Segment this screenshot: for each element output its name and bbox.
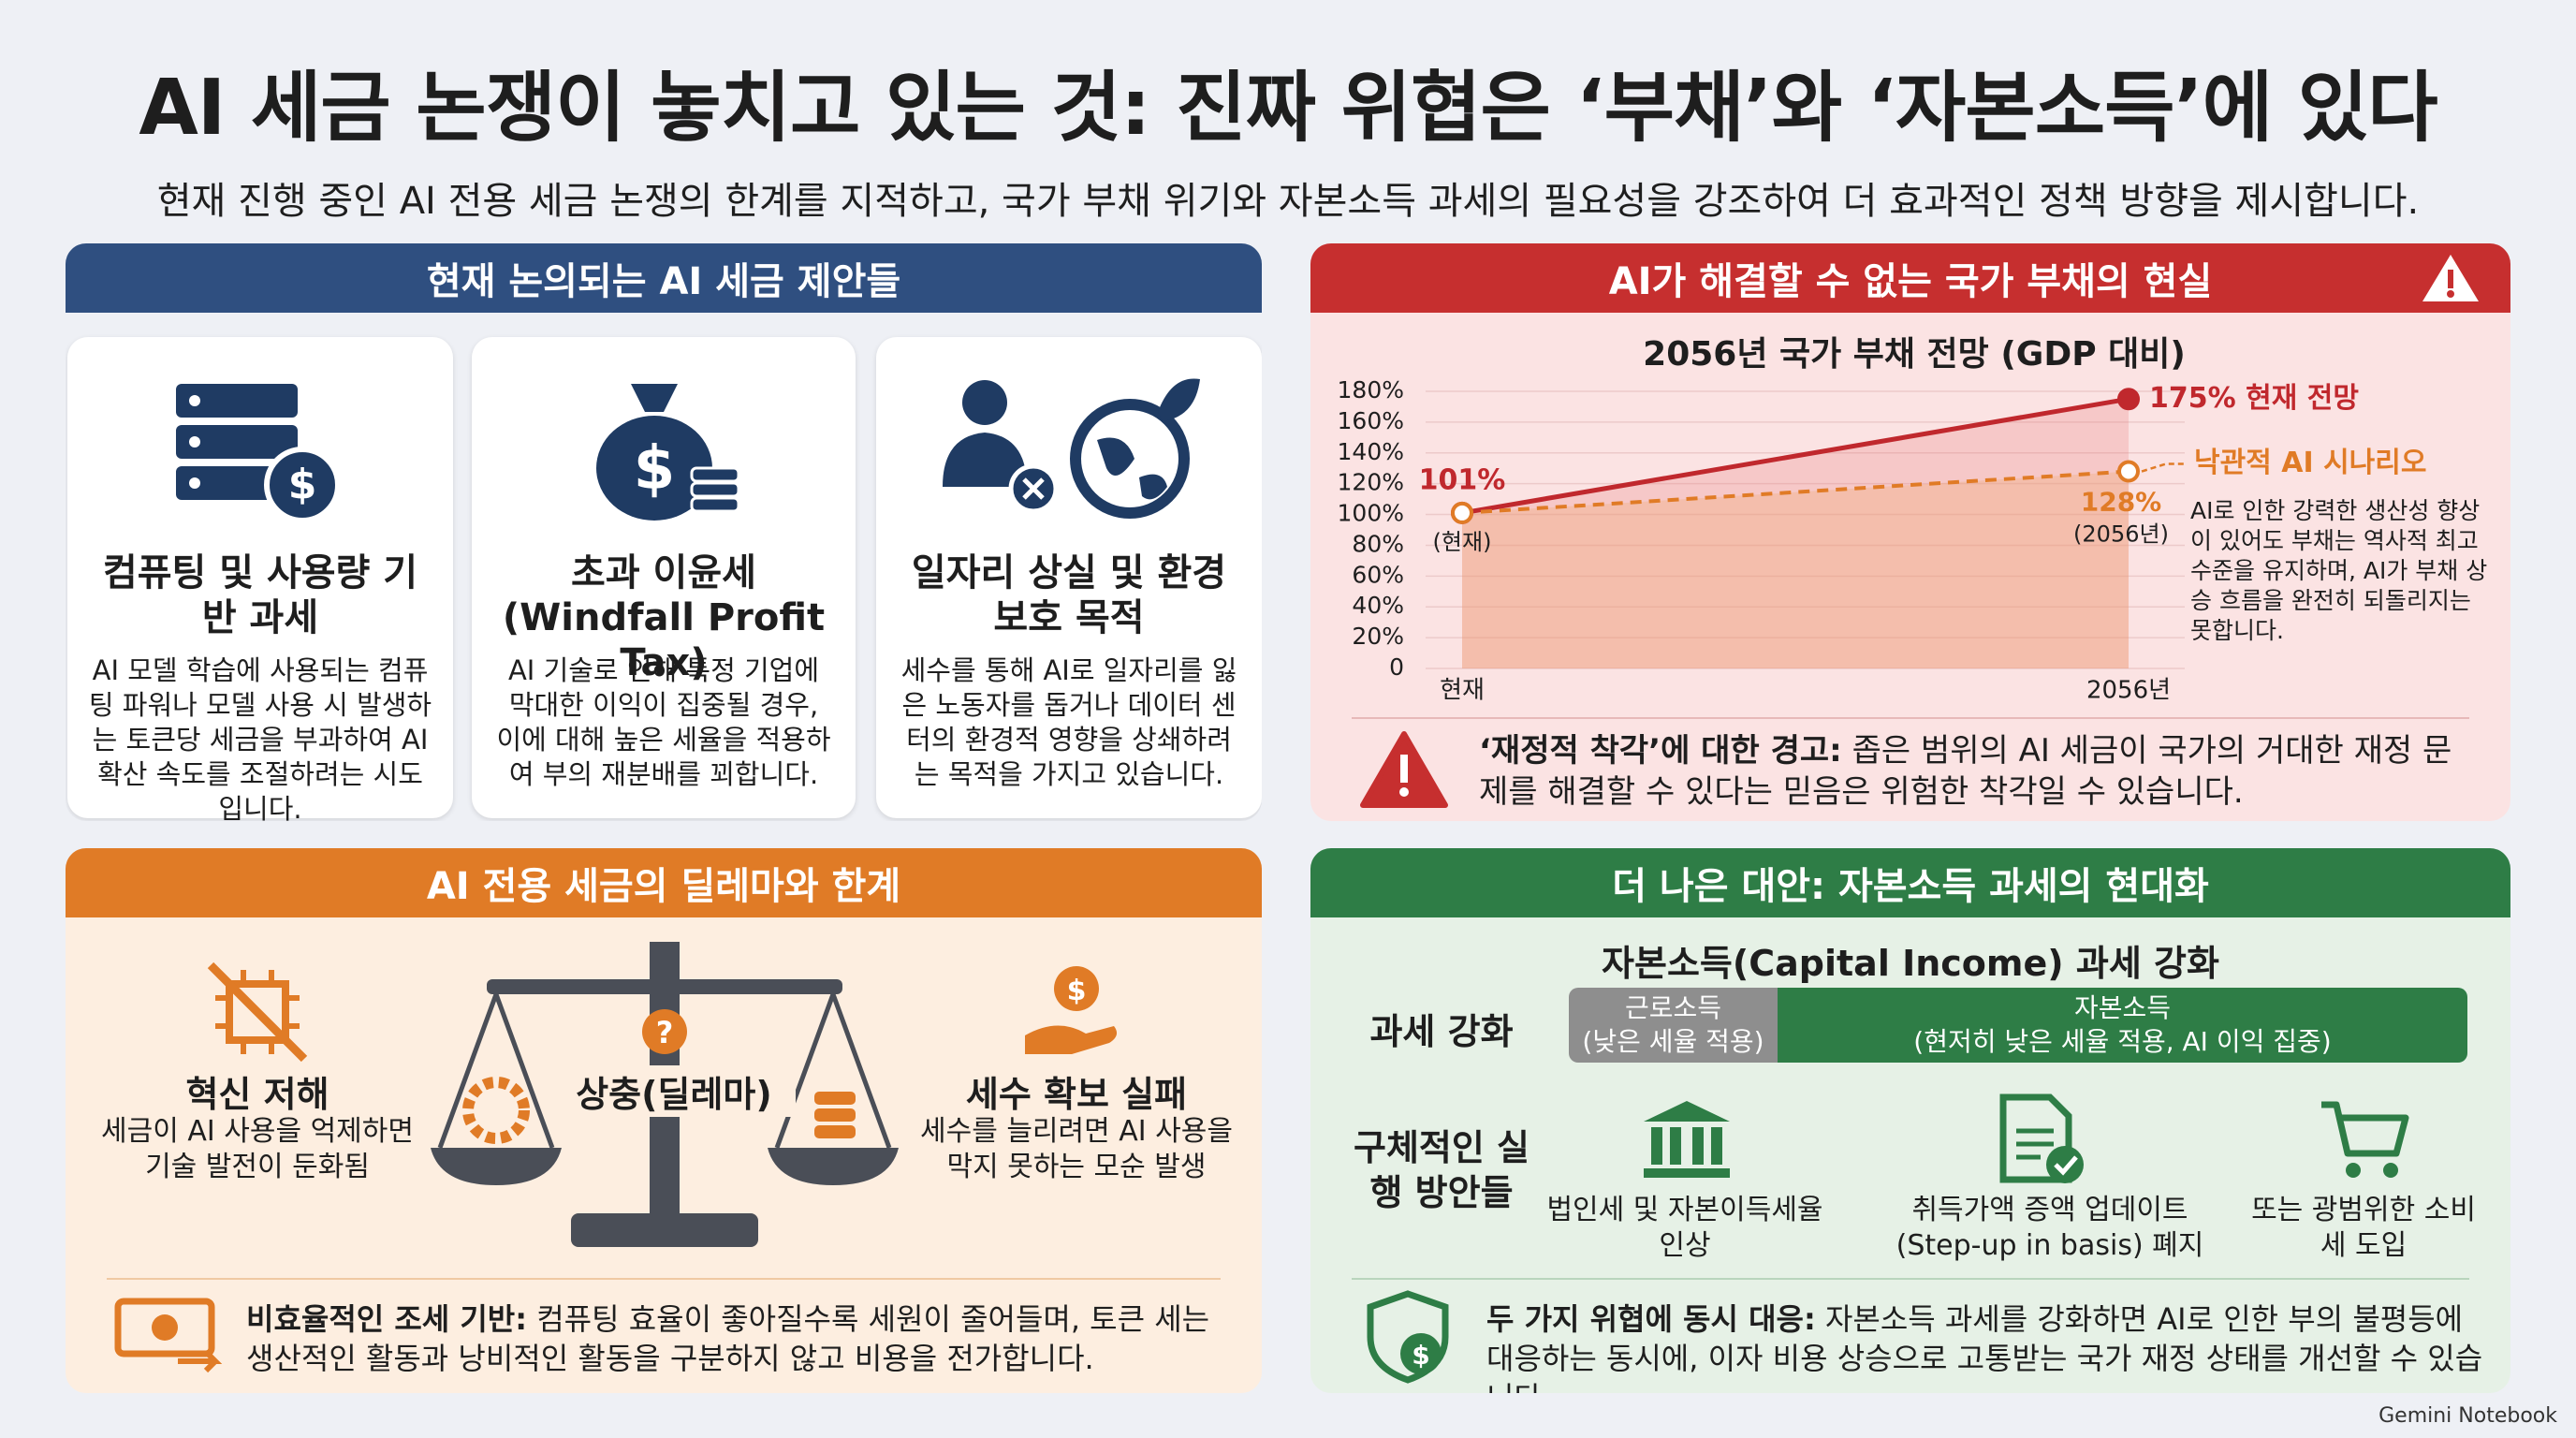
proposals-panel: 현재 논의되는 AI 세금 제안들 $ 컴퓨팅 및 사용량 기반 과세 AI 모… bbox=[66, 243, 1262, 821]
measure: 법인세 및 자본이득세율 인상 bbox=[1546, 1194, 1823, 1262]
shield-icon: $ bbox=[1367, 1290, 1449, 1384]
cart-icon bbox=[2321, 1101, 2409, 1178]
value-label: 128% bbox=[2081, 487, 2162, 518]
money-hand-icon: $ bbox=[1025, 966, 1118, 1054]
annotation: (현재) bbox=[1433, 529, 1492, 555]
leader-line bbox=[2141, 462, 2187, 473]
bank-icon bbox=[1644, 1101, 1730, 1178]
debt-chart: 2056년 국가 부채 전망 (GDP 대비) 0 20% 40% 60% 80% 100%… bbox=[1338, 335, 2427, 705]
svg-text:$: $ bbox=[1412, 1340, 1429, 1371]
cash-icon bbox=[114, 1298, 223, 1373]
annotation: (2056년) bbox=[2073, 521, 2169, 548]
divider bbox=[107, 1278, 1221, 1280]
note-text: 컴퓨팅 효율이 좋아질수록 세원이 줄어들며, 토큰 세는 생산적인 활동과 낭… bbox=[246, 1301, 1210, 1376]
measure: 또는 광범위한 소비세 도입 bbox=[2251, 1194, 2476, 1262]
bar-title: 자본소득 bbox=[2073, 992, 2172, 1023]
chart-title: 2056년 국가 부채 전망 (GDP 대비) bbox=[1643, 335, 2186, 374]
dilemma-panel: AI 전용 세금의 딜레마와 한계 혁신 저해 세금이 AI 사용을 억제하면 … bbox=[66, 848, 1262, 1393]
item-title: 혁신 저해 bbox=[185, 1074, 329, 1115]
subheading: 자본소득(Capital Income) 과세 강화 bbox=[1602, 943, 2219, 984]
card-body: 세수를 통해 AI로 일자리를 잃은 노동자를 돕거나 데이터 센터의 환경적 … bbox=[900, 654, 1237, 790]
y-tick-label: 40% bbox=[1352, 592, 1404, 619]
item-body: 세금이 AI 사용을 억제하면 기술 발전이 둔화됨 bbox=[101, 1115, 414, 1183]
debt-panel: AI가 해결할 수 없는 국가 부채의 현실 ‘재정적 착각’에 대한 경고: … bbox=[1310, 243, 2510, 821]
divider bbox=[1352, 717, 2469, 719]
note-text: 자본소득 과세를 강화하면 AI로 인한 부의 불평등에 대응하는 동시에, 이… bbox=[1486, 1301, 2483, 1393]
card-title: 컴퓨팅 및 사용량 기반 과세 bbox=[102, 551, 418, 639]
panel-heading: 현재 논의되는 AI 세금 제안들 bbox=[66, 243, 1262, 313]
labor-income-bar: 근로소득 (낮은 세율 적용) bbox=[1569, 988, 1778, 1063]
point bbox=[2117, 388, 2140, 411]
alternative-panel: 더 나은 대안: 자본소득 과세의 현대화 자본소득(Capital Incom… bbox=[1310, 848, 2510, 1393]
point bbox=[2117, 460, 2140, 483]
chart-annotation: AI로 인한 강력한 생산성 향상이 있어도 부채는 역사적 최고 수준을 유지… bbox=[2190, 497, 2488, 644]
card-title: 일자리 상실 및 환경 보호 목적 bbox=[911, 551, 1227, 639]
server-icon: $ bbox=[176, 384, 341, 523]
panel-heading: AI가 해결할 수 없는 국가 부채의 현실 bbox=[1310, 243, 2510, 313]
bar-detail: (현저히 낮은 세율 적용, AI 이익 집중) bbox=[1913, 1026, 2332, 1057]
svg-text:$: $ bbox=[1067, 975, 1087, 1007]
center-label: 상충(딜레마) bbox=[552, 1065, 796, 1117]
note-label: 비효율적인 조세 기반: bbox=[246, 1301, 528, 1337]
note: 비효율적인 조세 기반: 컴퓨팅 효율이 좋아질수록 세원이 줄어들며, 토큰 … bbox=[246, 1299, 1220, 1378]
value-label: 101% bbox=[1419, 463, 1506, 496]
card-body: AI 모델 학습에 사용되는 컴퓨팅 파워나 모델 사용 시 발생하는 토큰당 … bbox=[88, 654, 432, 821]
warning-text: 좁은 범위의 AI 세금이 국가의 거대한 재정 문제를 해결할 수 있다는 믿… bbox=[1479, 732, 2452, 811]
card-title: 초과 이윤세(Windfall Profit Tax) bbox=[502, 551, 826, 684]
worker-globe-icon bbox=[943, 378, 1200, 519]
measure: 취득가액 증액 업데이트 (Step-up in basis) 폐지 bbox=[1895, 1194, 2204, 1262]
chip-blocked-icon bbox=[207, 961, 308, 1063]
row-label: 과세 강화 bbox=[1369, 1011, 1514, 1052]
divider bbox=[1352, 1278, 2469, 1280]
panel-heading: 더 나은 대안: 자본소득 과세의 현대화 bbox=[1310, 848, 2510, 917]
bar-title: 근로소득 bbox=[1624, 992, 1722, 1023]
end-label: 175% 현재 전망 bbox=[2149, 382, 2359, 415]
capital-income-bar: 자본소득 (현저히 낮은 세율 적용, AI 이익 집중) bbox=[1778, 988, 2467, 1063]
panel-heading: AI 전용 세금의 딜레마와 한계 bbox=[66, 848, 1262, 917]
note-label: 두 가지 위협에 동시 대응: bbox=[1486, 1301, 1816, 1337]
item-body: 세수를 늘리려면 AI 사용을 막지 못하는 모순 발생 bbox=[920, 1115, 1233, 1183]
series-name: 현재 전망 bbox=[2246, 382, 2359, 415]
item-title: 세수 확보 실패 bbox=[965, 1074, 1188, 1115]
series-line bbox=[1461, 396, 2130, 516]
value-label: 175% bbox=[2149, 382, 2236, 415]
footer: Gemini Notebook bbox=[2378, 1404, 2557, 1428]
area bbox=[1462, 399, 2129, 668]
proposal-card: $ 컴퓨팅 및 사용량 기반 과세 AI 모델 학습에 사용되는 컴퓨팅 파워나… bbox=[67, 337, 453, 821]
y-tick-label: 100% bbox=[1338, 500, 1404, 527]
page-subtitle: 현재 진행 중인 AI 전용 세금 논쟁의 한계를 지적하고, 국가 부채 위기… bbox=[156, 180, 2420, 223]
series-name: 낙관적 AI 시나리오 bbox=[2194, 447, 2426, 479]
svg-text:$: $ bbox=[634, 434, 676, 504]
y-tick-label: 140% bbox=[1338, 438, 1404, 465]
y-tick-label: 180% bbox=[1338, 376, 1404, 404]
y-tick-label: 20% bbox=[1352, 623, 1404, 650]
bar-detail: (낮은 세율 적용) bbox=[1582, 1026, 1764, 1057]
document-check-icon bbox=[1999, 1093, 2084, 1183]
y-tick-label: 120% bbox=[1338, 469, 1404, 496]
row-label: 구체적인 실행 방안들 bbox=[1353, 1127, 1530, 1213]
svg-text:$: $ bbox=[288, 461, 317, 508]
page-title: AI 세금 논쟁이 놓치고 있는 것: 진짜 위협은 ‘부채’와 ‘자본소득’에… bbox=[139, 64, 2437, 153]
y-tick-label: 80% bbox=[1352, 530, 1404, 557]
point bbox=[1451, 501, 1473, 524]
moneybag-icon: $ bbox=[596, 384, 740, 521]
x-tick-label: 현재 bbox=[1440, 677, 1485, 705]
y-tick-label: 160% bbox=[1338, 407, 1404, 434]
area bbox=[1462, 471, 2129, 668]
x-tick-label: 2056년 bbox=[2086, 677, 2171, 705]
proposal-card: 일자리 상실 및 환경 보호 목적 세수를 통해 AI로 일자리를 잃은 노동자… bbox=[876, 337, 1262, 818]
y-tick-label: 0 bbox=[1389, 653, 1404, 681]
card-body: AI 기술로 인해 특정 기업에 막대한 이익이 집중될 경우, 이에 대해 높… bbox=[496, 654, 831, 790]
warning: ‘재정적 착각’에 대한 경고: 좁은 범위의 AI 세금이 국가의 거대한 재… bbox=[1479, 730, 2471, 813]
warning-icon bbox=[1360, 731, 1448, 808]
svg-text:?: ? bbox=[656, 1015, 674, 1050]
y-tick-label: 60% bbox=[1352, 561, 1404, 588]
proposal-card: $ 초과 이윤세(Windfall Profit Tax) AI 기술로 인해 … bbox=[472, 337, 856, 818]
warning-label: ‘재정적 착각’에 대한 경고: bbox=[1479, 732, 1842, 770]
alert-icon bbox=[2422, 255, 2479, 301]
note: 두 가지 위협에 동시 대응: 자본소득 과세를 강화하면 AI로 인한 부의 … bbox=[1486, 1299, 2488, 1393]
